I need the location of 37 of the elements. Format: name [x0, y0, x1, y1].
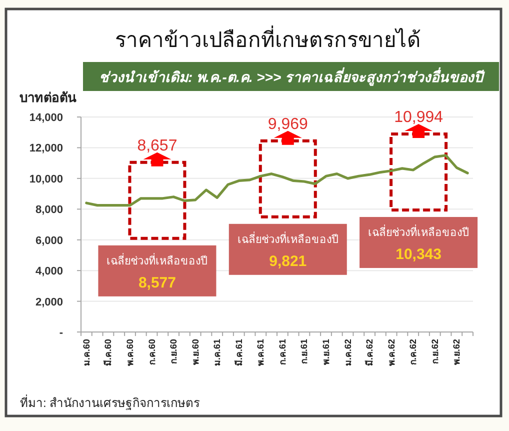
annotation: เฉลี่ยช่วงที่เหลือของปี 9,821: [237, 230, 338, 270]
chart-subtitle: ช่วงนำเข้าเดิม: พ.ค.-ต.ค. >>> ราคาเฉลี่ยจะสูงกว่าช่วงอื่นของปี: [98, 67, 486, 86]
x-tick-label: พ.ค.61: [256, 339, 266, 366]
annotation: เฉลี่ยช่วงที่เหลือของปี 8,577: [106, 252, 208, 292]
y-tick-label: 12,000: [29, 142, 63, 155]
y-tick-label: 10,000: [29, 173, 63, 186]
y-tick-label: 2,000: [35, 296, 63, 308]
annotation: 8,657: [137, 137, 178, 154]
x-tick-label: พ.ค.62: [386, 339, 396, 366]
y-axis-title: บาทต่อตัน: [20, 90, 76, 105]
x-tick-label: ก.ย.61: [299, 339, 310, 364]
x-tick-label: พ.ค.60: [125, 339, 135, 366]
x-tick-label: ม.ค.61: [212, 339, 222, 366]
y-tick-label: 14,000: [29, 112, 63, 124]
chart-title: ราคาข้าวเปลือกที่เกษตรกรขายได้: [115, 25, 421, 52]
x-tick-label: ม.ค.60: [81, 339, 92, 366]
text: ที่มา: สำนักงานเศรษฐกิจการเกษตร: [20, 394, 201, 410]
line-series: [85, 154, 469, 207]
y-tick-label: 8,000: [35, 204, 63, 216]
x-tick-label: มี.ค.62: [364, 339, 375, 366]
x-tick-label: พ.ย.62: [452, 339, 462, 366]
x-tick-label: ก.ค.62: [408, 339, 418, 366]
x-tick-label: พ.ย.61: [321, 339, 331, 366]
x-tick-label: ก.ย.60: [168, 339, 179, 364]
x-tick-label: ม.ค.62: [342, 339, 353, 366]
x-tick-label: ก.ย.62: [430, 339, 440, 364]
y-tick-label: 6,000: [35, 234, 63, 247]
annotation: 9,969: [268, 116, 308, 133]
y-tick-label: -: [59, 327, 64, 339]
x-tick-label: พ.ย.60: [190, 339, 200, 366]
x-tick-label: มี.ค.60: [103, 339, 114, 366]
x-tick-label: ก.ค.61: [277, 339, 288, 366]
annotation: เฉลี่ยช่วงที่เหลือของปี 10,343: [368, 224, 470, 263]
x-tick-label: ก.ค.60: [146, 339, 157, 366]
y-tick-label: 4,000: [35, 266, 63, 278]
annotation: 10,994: [394, 108, 444, 126]
x-tick-label: มี.ค.61: [234, 339, 244, 366]
